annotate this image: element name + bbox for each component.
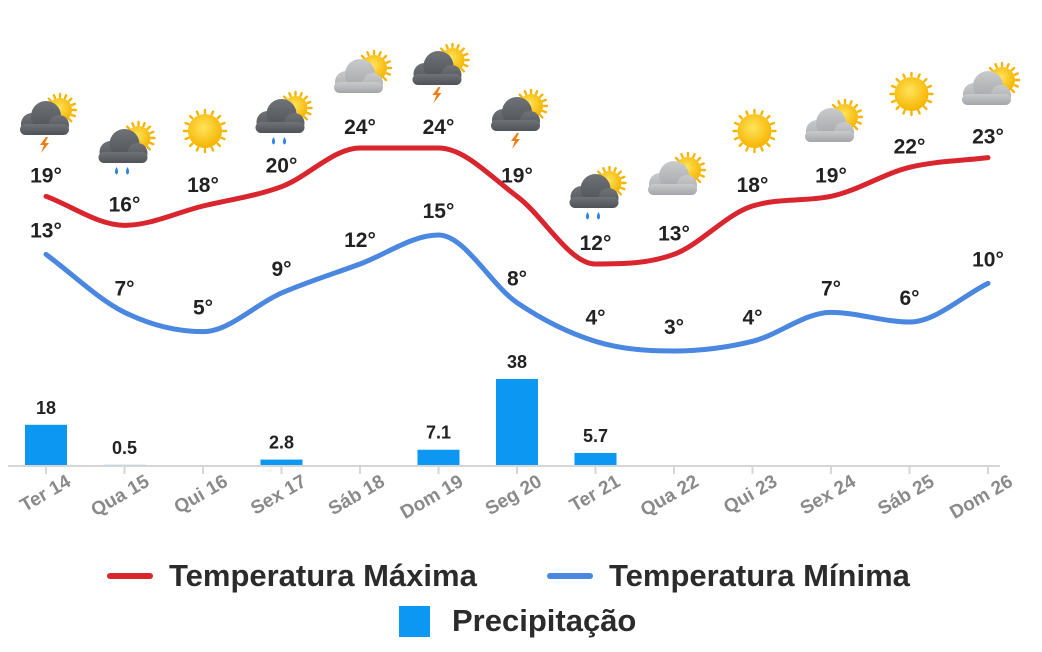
- partly-cloudy-icon: [962, 61, 1021, 105]
- x-tick-label-12: Dom 26: [947, 471, 1017, 524]
- max-temp-label-9: 18°: [737, 174, 769, 197]
- x-tick-label-6: Seg 20: [482, 471, 546, 520]
- rain-icon: [98, 120, 156, 175]
- precip-label-0: 18: [36, 398, 56, 418]
- max-temp-label-8: 13°: [658, 222, 690, 245]
- max-temp-label-7: 12°: [580, 232, 612, 255]
- partly-cloudy-icon: [648, 151, 707, 195]
- min-temp-label-0: 13°: [30, 219, 62, 242]
- x-tick-label-5: Dom 19: [397, 471, 467, 524]
- precip-label-1: 0.5: [112, 438, 137, 458]
- x-tick-label-11: Sáb 25: [874, 471, 938, 520]
- x-tick-label-4: Sáb 18: [325, 471, 389, 520]
- min-temp-label-8: 3°: [664, 316, 684, 339]
- max-temp-label-0: 19°: [30, 164, 62, 187]
- max-temp-label-4: 24°: [344, 116, 376, 139]
- precipitation-bars: [25, 379, 617, 466]
- x-tick-label-1: Qua 15: [88, 471, 154, 521]
- rain-icon: [255, 90, 313, 145]
- min-temp-label-3: 9°: [271, 258, 291, 281]
- x-tick-label-8: Qua 22: [637, 471, 702, 521]
- max-temp-label-5: 24°: [423, 116, 455, 139]
- precip-bar-5: [417, 449, 460, 466]
- x-tick-label-10: Sex 24: [797, 471, 860, 520]
- storm-icon: [491, 88, 549, 149]
- min-temp-label-7: 4°: [585, 306, 605, 329]
- data-labels: 19° 16° 18° 20° 24° 24° 19° 12° 13° 18° 19° 22° 23° 1…: [30, 116, 1004, 458]
- min-temp-label-11: 6°: [899, 287, 919, 310]
- precip-label-3: 2.8: [269, 433, 294, 453]
- min-temp-label-9: 4°: [742, 306, 762, 329]
- min-temp-label-4: 12°: [344, 229, 376, 252]
- precip-bar-7: [574, 452, 617, 466]
- max-temp-label-10: 19°: [815, 164, 847, 187]
- max-temp-label-2: 18°: [187, 174, 219, 197]
- x-tick-label-9: Qui 23: [720, 471, 781, 518]
- precip-label-5: 7.1: [426, 423, 451, 443]
- x-axis-ticks: Ter 14 Qua 15 Qui 16 Sex 17 Sáb 18 Dom 19 Seg …: [17, 466, 1017, 524]
- x-tick-label-2: Qui 16: [171, 471, 232, 518]
- storm-icon: [20, 92, 78, 153]
- max-temperature-line: [43, 145, 991, 267]
- min-temperature-line: [43, 232, 991, 354]
- max-temp-label-6: 19°: [501, 164, 533, 187]
- precip-label-7: 5.7: [583, 426, 608, 446]
- partly-cloudy-icon: [805, 98, 864, 142]
- weather-icons: [20, 42, 1021, 220]
- min-temp-label-10: 7°: [821, 277, 841, 300]
- max-temp-label-11: 22°: [894, 135, 926, 158]
- rain-icon: [569, 165, 627, 220]
- partly-cloudy-icon: [334, 49, 393, 93]
- precip-bar-0: [25, 424, 67, 466]
- max-temp-label-1: 16°: [109, 193, 141, 216]
- min-temp-label-2: 5°: [193, 297, 213, 320]
- min-temp-label-1: 7°: [114, 277, 134, 300]
- sun-icon: [889, 71, 934, 117]
- sun-icon: [182, 108, 228, 154]
- x-tick-label-7: Ter 21: [566, 471, 624, 517]
- x-tick-label-0: Ter 14: [17, 471, 75, 517]
- min-temp-label-6: 8°: [507, 268, 527, 291]
- x-tick-label-3: Sex 17: [247, 471, 310, 519]
- max-temp-label-3: 20°: [266, 155, 298, 178]
- precip-bar-3: [260, 459, 303, 466]
- precip-bar-6: [496, 379, 538, 466]
- sun-icon: [732, 108, 777, 154]
- precip-label-6: 38: [507, 352, 527, 372]
- storm-icon: [412, 42, 470, 103]
- min-temp-label-12: 10°: [972, 248, 1004, 271]
- min-temp-label-5: 15°: [423, 200, 455, 223]
- max-temp-label-12: 23°: [972, 126, 1004, 149]
